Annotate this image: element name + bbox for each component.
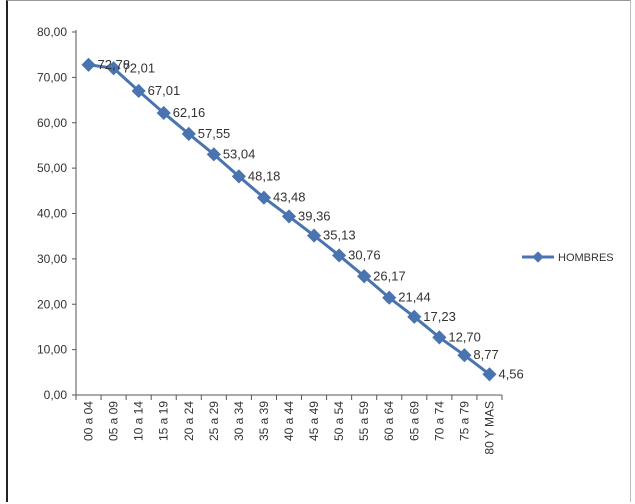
legend-label: HOMBRES [558,252,614,264]
data-point-marker [457,348,472,363]
data-label: 30,76 [348,247,381,262]
x-tick-label: 20 a 24 [182,401,196,441]
x-tick-label: 00 a 04 [82,401,96,441]
data-label: 43,48 [273,190,306,205]
y-tick-label: 0,00 [44,388,68,402]
x-tick-label: 40 a 44 [282,401,296,441]
legend: HOMBRES [522,251,614,264]
x-tick-label: 65 a 69 [407,401,421,441]
x-tick-label: 75 a 79 [457,401,471,441]
y-tick-label: 20,00 [37,297,67,311]
data-point-marker [357,269,372,284]
series-hombres [81,57,497,382]
x-tick-label: 35 a 39 [257,401,271,441]
y-tick-label: 50,00 [37,161,67,175]
data-point-marker [382,290,397,305]
data-label: 35,13 [323,228,356,243]
y-tick-label: 60,00 [37,116,67,130]
data-point-marker [332,248,347,263]
chart-frame [6,0,631,502]
data-point-marker [256,190,272,205]
data-label: 12,70 [448,329,481,344]
y-tick-label: 10,00 [37,343,67,357]
data-point-marker [231,169,246,184]
legend-marker [532,251,544,263]
data-label: 48,18 [248,168,281,183]
data-point-marker [206,147,221,162]
data-label: 57,55 [198,126,231,141]
data-point-marker [181,126,196,141]
data-point-marker [81,57,96,72]
data-point-marker [407,309,422,324]
axes [75,30,502,396]
x-tick-label: 25 a 29 [207,401,221,441]
data-label: 53,04 [223,146,256,161]
x-tick-label: 60 a 64 [382,401,396,441]
x-tick-label: 80 Y MAS [482,401,496,455]
y-tick-label: 40,00 [37,207,67,221]
x-tick-label: 55 a 59 [357,401,371,441]
x-tick-label: 15 a 19 [157,401,171,441]
x-axis-ticks: 00 a 04 05 a 09 10 a 14 15 a 19 20 a 24 25 a … [75,395,503,455]
x-tick-label: 05 a 09 [107,401,121,441]
data-label: 4,56 [498,366,523,381]
data-label: 21,44 [398,290,431,305]
y-axis-ticks: 0,00 10,00 20,00 30,00 40,00 50,00 60,00 70,00 8… [37,25,76,402]
data-label: 67,01 [148,83,181,98]
data-label: 17,23 [423,309,456,324]
data-label: 62,16 [173,105,206,120]
data-point-marker [432,330,447,345]
x-tick-label: 45 a 49 [307,401,321,441]
x-tick-label: 10 a 14 [132,401,146,441]
y-tick-label: 30,00 [37,252,67,266]
data-point-marker [306,228,322,243]
data-label: 72,01 [123,60,156,75]
data-label: 8,77 [473,347,498,362]
data-label: 39,36 [298,208,331,223]
y-tick-label: 70,00 [37,70,67,84]
data-label: 26,17 [373,268,406,283]
x-tick-label: 30 a 34 [232,401,246,441]
y-tick-label: 80,00 [37,25,67,39]
x-tick-label: 70 a 74 [432,401,446,441]
x-tick-label: 50 a 54 [332,401,346,441]
data-label: 72,78 [98,57,131,72]
data-point-marker [482,367,497,382]
data-point-marker [281,209,297,224]
